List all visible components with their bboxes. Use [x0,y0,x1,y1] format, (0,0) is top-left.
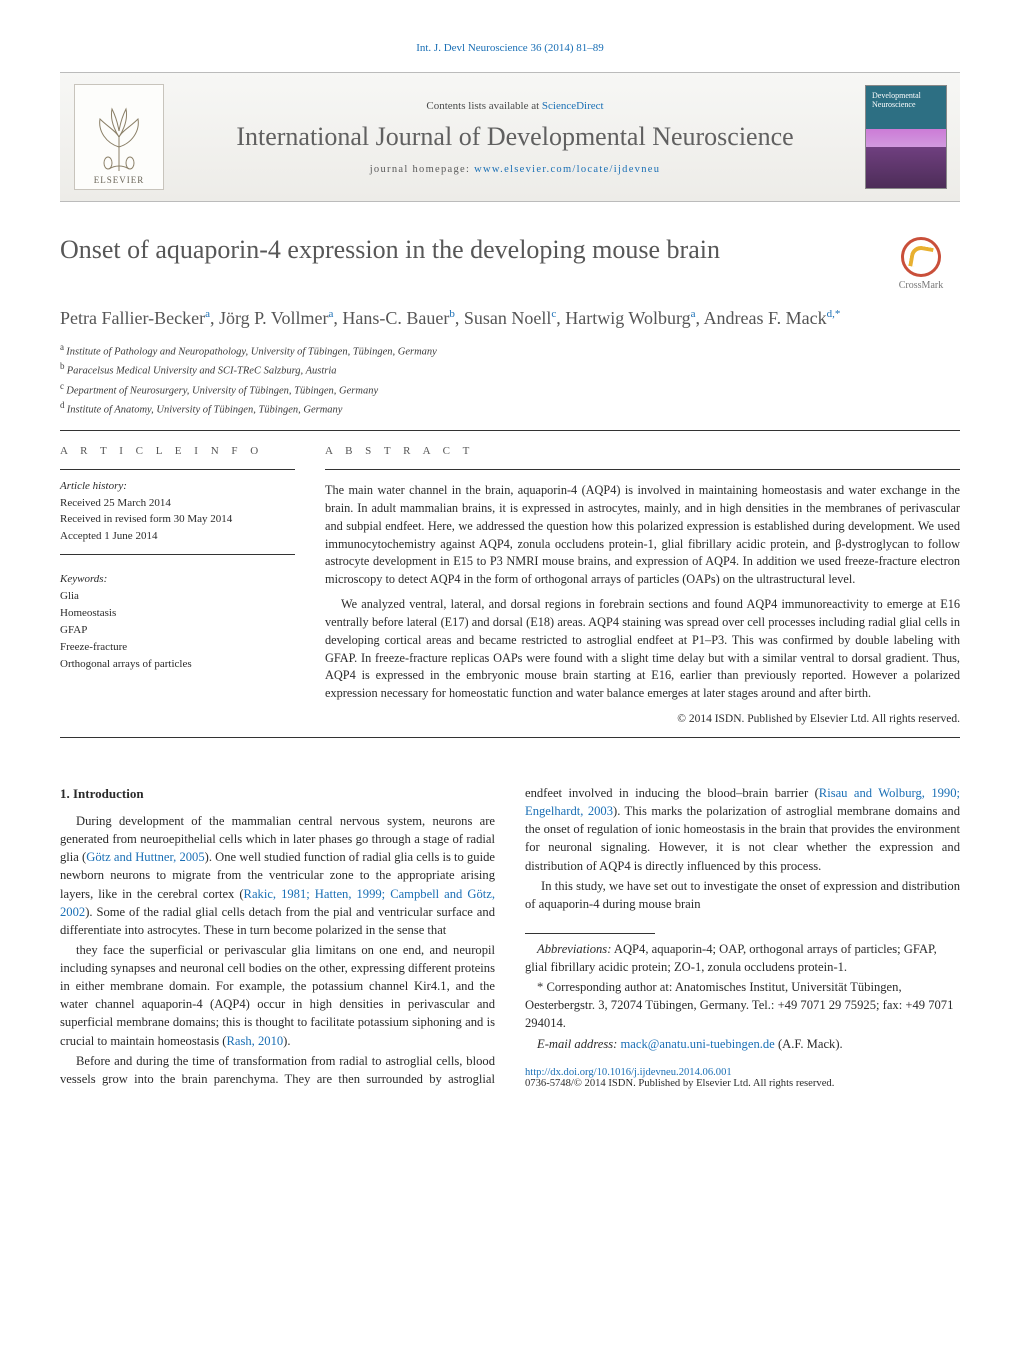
abstract-paragraph: The main water channel in the brain, aqu… [325,482,960,589]
history-revised: Received in revised form 30 May 2014 [60,511,295,528]
sciencedirect-link[interactable]: ScienceDirect [542,100,604,112]
body-paragraph: In this study, we have set out to invest… [525,877,960,913]
journal-home-prefix: journal homepage: [370,164,474,175]
author-affil-marks: a [205,308,210,320]
author-affil-marks: a [691,308,696,320]
abstract-text: The main water channel in the brain, aqu… [325,482,960,703]
author-affil-marks: b [449,308,455,320]
author: Hartwig Wolburga [565,308,695,328]
affiliation: b Paracelsus Medical University and SCI-… [60,360,960,379]
citation-link[interactable]: Rakic, 1981; Hatten, 1999; Campbell and … [60,887,495,919]
body-two-column: 1. Introduction During development of th… [60,784,960,1089]
corr-star: * [537,980,543,994]
section-number: 1. [60,786,70,801]
crossmark-label: CrossMark [899,280,943,291]
author-list: Petra Fallier-Beckera, Jörg P. Vollmera,… [60,305,960,331]
author-affil-marks: d,* [827,308,841,320]
cover-title-text: Developmental Neuroscience [872,92,940,110]
abstract-divider [325,469,960,470]
email-footnote: E-mail address: mack@anatu.uni-tuebingen… [525,1035,960,1053]
elsevier-logo[interactable]: ELSEVIER [74,84,164,190]
journal-masthead: ELSEVIER Contents lists available at Sci… [60,72,960,202]
keywords-block: Keywords: GliaHomeostasisGFAPFreeze-frac… [60,571,295,673]
cover-thumb-cell: Developmental Neuroscience [852,73,960,201]
elsevier-tree-icon [86,101,152,173]
footnote-separator [525,933,655,934]
author-affil-marks: a [329,308,334,320]
abstract-column: A B S T R A C T The main water channel i… [325,445,960,725]
email-label: E-mail address: [537,1037,617,1051]
affil-mark: a [60,342,66,352]
citation-link[interactable]: Int. J. Devl Neuroscience 36 (2014) 81–8… [416,42,604,54]
history-received: Received 25 March 2014 [60,495,295,512]
affil-mark: b [60,361,67,371]
body-paragraph: During development of the mammalian cent… [60,812,495,939]
title-row: Onset of aquaporin-4 expression in the d… [60,234,960,291]
journal-cover-thumbnail[interactable]: Developmental Neuroscience [865,85,947,189]
journal-name: International Journal of Developmental N… [236,122,793,152]
author: Susan Noellc [464,308,556,328]
author: Hans-C. Bauerb [342,308,454,328]
abbrev-label: Abbreviations: [537,942,611,956]
crossmark-icon [901,237,941,277]
publisher-logo-cell: ELSEVIER [60,73,178,201]
author-affil-marks: c [551,308,556,320]
running-head-citation: Int. J. Devl Neuroscience 36 (2014) 81–8… [60,42,960,54]
keyword: Freeze-fracture [60,639,295,656]
email-link[interactable]: mack@anatu.uni-tuebingen.de [621,1037,775,1051]
doi-link[interactable]: http://dx.doi.org/10.1016/j.ijdevneu.201… [525,1067,732,1078]
keyword: Homeostasis [60,605,295,622]
corr-text: Corresponding author at: Anatomisches In… [525,980,953,1030]
keywords-label: Keywords: [60,571,295,588]
contents-prefix: Contents lists available at [426,100,541,112]
abbreviations-footnote: Abbreviations: AQP4, aquaporin-4; OAP, o… [525,940,960,976]
author: Andreas F. Mackd,* [704,308,841,328]
journal-homepage-line: journal homepage: www.elsevier.com/locat… [370,164,661,175]
issn-copyright-line: 0736-5748/© 2014 ISDN. Published by Else… [525,1078,960,1089]
abstract-paragraph: We analyzed ventral, lateral, and dorsal… [325,596,960,703]
footnote-block: Abbreviations: AQP4, aquaporin-4; OAP, o… [525,933,960,1089]
history-label: Article history: [60,478,295,495]
article-history-block: Article history: Received 25 March 2014 … [60,478,295,544]
divider-top [60,430,960,431]
affil-mark: c [60,381,66,391]
citation-link[interactable]: Rash, 2010 [226,1034,283,1048]
affiliation: d Institute of Anatomy, University of Tü… [60,399,960,418]
page-root: Int. J. Devl Neuroscience 36 (2014) 81–8… [0,0,1020,1129]
article-info-column: A R T I C L E I N F O Article history: R… [60,445,295,725]
article-info-heading: A R T I C L E I N F O [60,445,295,457]
author: Petra Fallier-Beckera [60,308,210,328]
affiliations-list: a Institute of Pathology and Neuropathol… [60,341,960,418]
divider-bottom [60,737,960,738]
article-title: Onset of aquaporin-4 expression in the d… [60,234,720,267]
email-paren: (A.F. Mack). [778,1037,843,1051]
affil-mark: d [60,400,67,410]
citation-link[interactable]: Götz and Huttner, 2005 [86,850,204,864]
section-1-heading: 1. Introduction [60,786,495,802]
doi-line: http://dx.doi.org/10.1016/j.ijdevneu.201… [525,1067,960,1078]
elsevier-wordmark: ELSEVIER [94,175,145,185]
footnotes: Abbreviations: AQP4, aquaporin-4; OAP, o… [525,940,960,1053]
affiliation: a Institute of Pathology and Neuropathol… [60,341,960,360]
history-accepted: Accepted 1 June 2014 [60,528,295,545]
keyword: Orthogonal arrays of particles [60,656,295,673]
abstract-copyright: © 2014 ISDN. Published by Elsevier Ltd. … [325,713,960,725]
contents-lists-line: Contents lists available at ScienceDirec… [426,100,603,112]
info-divider-2 [60,554,295,555]
keyword: GFAP [60,622,295,639]
citation-link[interactable]: Risau and Wolburg, 1990; Engelhardt, 200… [525,786,960,818]
keyword: Glia [60,588,295,605]
author: Jörg P. Vollmera [219,308,333,328]
info-divider-1 [60,469,295,470]
section-title: Introduction [73,786,144,801]
info-abstract-row: A R T I C L E I N F O Article history: R… [60,445,960,725]
corresponding-author-footnote: * Corresponding author at: Anatomisches … [525,978,960,1032]
crossmark-badge[interactable]: CrossMark [882,234,960,291]
journal-home-url[interactable]: www.elsevier.com/locate/ijdevneu [474,164,660,175]
affiliation: c Department of Neurosurgery, University… [60,380,960,399]
abstract-heading: A B S T R A C T [325,445,960,457]
masthead-center: Contents lists available at ScienceDirec… [178,73,852,201]
body-paragraph: they face the superficial or perivascula… [60,941,495,1050]
